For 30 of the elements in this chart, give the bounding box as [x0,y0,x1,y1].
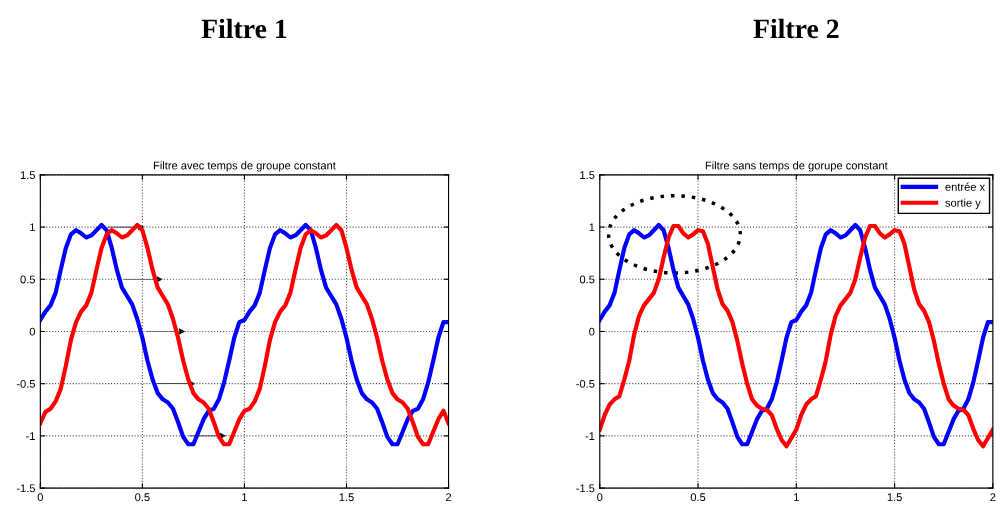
y-tick-label: -0.5 [576,379,595,388]
y-tick-label: 1 [589,223,595,232]
y-tick-label: -0.5 [16,379,35,388]
x-tick-label: 0 [597,493,603,502]
x-tick-label: 1.5 [887,493,902,502]
y-tick-label: 1.5 [20,171,35,180]
x-tick-label: 1 [242,493,247,501]
chart-subtitle: Filtre sans temps de gorupe constant [705,161,888,172]
x-tick-label: 2 [446,493,452,501]
y-tick-label: 0.5 [579,275,595,284]
x-tick-label: 1 [794,493,799,501]
y-tick-label: 0 [29,327,36,336]
y-tick-label: -1.5 [16,484,35,493]
y-tick-label: 0 [589,327,595,336]
x-tick-label: 1.5 [339,493,354,502]
y-tick-label: -1.5 [576,484,595,493]
x-tick-label: 0.5 [690,493,706,502]
x-tick-label: 2 [990,493,996,501]
y-tick-label: 1 [30,223,35,232]
chart-subtitle: Filtre avec temps de groupe constant [153,161,336,172]
y-tick-label: -1 [26,432,35,440]
y-tick-label: 1.5 [580,171,595,180]
y-tick-label: 0.5 [20,275,35,284]
chart-title: Filtre 1 [201,18,287,39]
y-tick-label: -1 [585,432,595,440]
legend-label: sortie y [945,198,981,209]
legend-label: entrée x [945,182,985,191]
x-tick-label: 0 [37,493,43,502]
x-tick-label: 0.5 [135,493,150,502]
chart-title: Filtre 2 [753,18,839,39]
